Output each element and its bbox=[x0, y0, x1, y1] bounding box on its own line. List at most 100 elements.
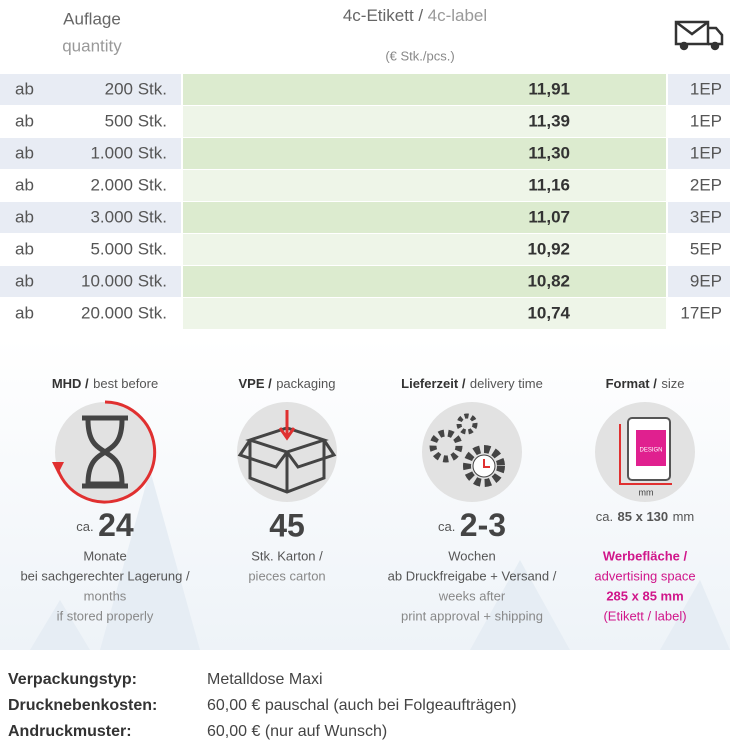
row-bg-price bbox=[183, 170, 666, 201]
row-bg-price bbox=[183, 266, 666, 297]
row-prefix: ab bbox=[15, 79, 34, 98]
row-bg-left bbox=[0, 234, 181, 265]
row-price: 11,07 bbox=[528, 207, 570, 226]
feature-line-en: print approval + shipping bbox=[401, 608, 543, 623]
table-row: ab 500 Stk. 11,39 1EP bbox=[0, 106, 730, 137]
feature-title: Format / size bbox=[606, 376, 685, 393]
row-quantity: 5.000 Stk. bbox=[90, 239, 167, 258]
icon-label: DESIGN bbox=[639, 448, 662, 454]
row-bg-price bbox=[183, 234, 666, 265]
feature-best-before: MHD / best before ca. 24 Monate bei sachg… bbox=[20, 376, 190, 623]
feature-line-en: weeks after bbox=[438, 588, 506, 603]
feature-line-en: if stored properly bbox=[57, 608, 154, 623]
detail-label: Andruckmuster: bbox=[8, 723, 132, 740]
row-prefix: ab bbox=[15, 111, 34, 130]
row-bg-price bbox=[183, 298, 666, 329]
table-row: ab 5.000 Stk. 10,92 5EP bbox=[0, 234, 730, 265]
row-bg-left bbox=[0, 298, 181, 329]
row-price: 10,82 bbox=[527, 271, 570, 290]
dimension-lines bbox=[619, 424, 672, 485]
row-prefix: ab bbox=[15, 207, 34, 226]
row-price: 11,39 bbox=[528, 111, 570, 130]
clock-hands bbox=[483, 459, 490, 468]
row-ep: 1EP bbox=[690, 111, 722, 130]
row-quantity: 2.000 Stk. bbox=[90, 175, 167, 194]
table-row: ab 3.000 Stk. 11,07 3EP bbox=[0, 202, 730, 233]
row-prefix: ab bbox=[15, 303, 34, 322]
hourglass-icon bbox=[82, 415, 128, 489]
detail-label: Verpackungstyp: bbox=[8, 671, 137, 688]
feature-line-en: months bbox=[84, 588, 127, 603]
arrow-icon bbox=[278, 410, 296, 441]
feature-title: MHD / best before bbox=[52, 376, 158, 393]
area-note: (Etikett / label) bbox=[603, 608, 686, 623]
header-quantity-en: quantity bbox=[62, 36, 122, 55]
feature-title: Lieferzeit / delivery time bbox=[401, 376, 543, 393]
feature-title: VPE / packaging bbox=[239, 376, 336, 393]
row-ep: 1EP bbox=[690, 79, 722, 98]
detail-value: 60,00 € (nur auf Wunsch) bbox=[207, 723, 387, 740]
row-bg-left bbox=[0, 74, 181, 105]
row-bg-ep bbox=[668, 298, 730, 329]
table-row: ab 200 Stk. 11,91 1EP bbox=[0, 74, 730, 105]
table-row: ab 1.000 Stk. 11,30 1EP bbox=[0, 138, 730, 169]
feature-delivery: Lieferzeit / delivery time ca. 2-3 Woche… bbox=[388, 376, 557, 623]
size-text: ca. 85 x 130 mm bbox=[596, 509, 695, 526]
row-bg-ep bbox=[668, 266, 730, 297]
feature-size: Format / size DESIGN mm ca. 85 x 130 mm … bbox=[594, 376, 695, 623]
row-quantity: 3.000 Stk. bbox=[90, 207, 167, 226]
row-ep: 5EP bbox=[690, 239, 722, 258]
table-row: ab 10.000 Stk. 10,82 9EP bbox=[0, 266, 730, 297]
row-ep: 9EP bbox=[690, 271, 722, 290]
feature-line: Stk. Karton / bbox=[251, 548, 323, 563]
row-quantity: 20.000 Stk. bbox=[81, 303, 167, 322]
header-unit: (€ Stk./pcs.) bbox=[385, 48, 454, 63]
area-title-en: advertising space bbox=[594, 568, 695, 583]
row-quantity: 10.000 Stk. bbox=[81, 271, 167, 290]
row-bg-left bbox=[0, 138, 181, 169]
area-title: Werbefläche / bbox=[603, 548, 688, 563]
row-bg-price bbox=[183, 74, 666, 105]
row-bg-left bbox=[0, 170, 181, 201]
table-row: ab 2.000 Stk. 11,16 2EP bbox=[0, 170, 730, 201]
row-price: 11,16 bbox=[528, 175, 570, 194]
row-bg-price bbox=[183, 106, 666, 137]
row-bg-ep bbox=[668, 74, 730, 105]
feature-value: ca. 2-3 bbox=[438, 507, 506, 543]
row-quantity: 1.000 Stk. bbox=[90, 143, 167, 162]
row-quantity: 500 Stk. bbox=[105, 111, 167, 130]
price-table: ab 200 Stk. 11,91 1EP ab 500 Stk. 11,39 1EP ab 1.… bbox=[0, 74, 730, 329]
row-prefix: ab bbox=[15, 239, 34, 258]
row-ep: 17EP bbox=[680, 303, 722, 322]
feature-line-en: pieces carton bbox=[248, 568, 325, 583]
row-bg-price bbox=[183, 138, 666, 169]
area-size: 285 x 85 mm bbox=[606, 588, 683, 603]
feature-packaging: VPE / packaging 45 Stk. Karton / pieces c… bbox=[237, 376, 337, 583]
row-price: 11,91 bbox=[528, 79, 570, 98]
box-icon bbox=[237, 426, 337, 494]
feature-line: ab Druckfreigabe + Versand / bbox=[388, 568, 557, 583]
row-bg-price bbox=[183, 202, 666, 233]
feature-line: bei sachgerechter Lagerung / bbox=[20, 568, 190, 583]
row-bg-left bbox=[0, 266, 181, 297]
arrow-head bbox=[52, 462, 64, 474]
detail-value: 60,00 € pauschal (auch bei Folgeaufträge… bbox=[207, 697, 517, 714]
details: Verpackungstyp: Metalldose Maxi Druckneben… bbox=[8, 671, 517, 740]
header-quantity: Auflage bbox=[63, 9, 121, 28]
icon-unit: mm bbox=[639, 487, 654, 497]
row-prefix: ab bbox=[15, 175, 34, 194]
row-bg-ep bbox=[668, 202, 730, 233]
arrow-ring bbox=[56, 400, 157, 504]
row-quantity: 200 Stk. bbox=[105, 79, 167, 98]
tree-decoration bbox=[30, 470, 730, 650]
truck-icon bbox=[674, 20, 724, 51]
row-bg-ep bbox=[668, 170, 730, 201]
header-label: 4c-Etikett / 4c-label bbox=[343, 6, 487, 25]
row-bg-ep bbox=[668, 138, 730, 169]
feature-line: Monate bbox=[83, 548, 126, 563]
detail-label: Drucknebenkosten: bbox=[8, 697, 157, 714]
row-ep: 2EP bbox=[690, 175, 722, 194]
feature-value: ca. 24 bbox=[76, 507, 134, 543]
row-prefix: ab bbox=[15, 271, 34, 290]
